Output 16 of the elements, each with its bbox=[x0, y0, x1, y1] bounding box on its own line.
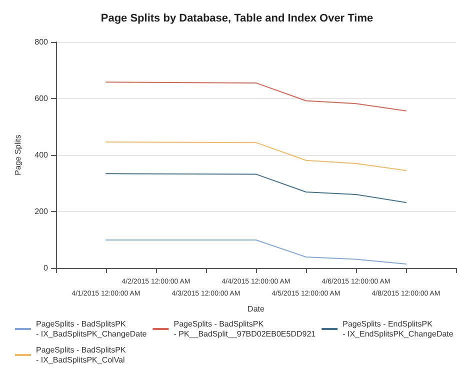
legend-label: PageSplits - BadSplitsPK - IX_BadSplitsPK_ColVal bbox=[36, 346, 126, 364]
y-tick-label: 600 bbox=[34, 94, 49, 103]
x-axis-title: Date bbox=[248, 304, 265, 314]
line-series bbox=[106, 82, 406, 112]
y-tick-label: 800 bbox=[34, 38, 49, 46]
y-axis-title: Page Splits bbox=[14, 134, 22, 176]
line-series bbox=[106, 173, 406, 203]
y-tick-label: 0 bbox=[44, 264, 49, 272]
line-series bbox=[106, 142, 406, 172]
legend-label: PageSplits - BadSplitsPK - PK__BadSplit__97BD02EB0E5DD921 bbox=[174, 320, 316, 338]
legend-label: PageSplits - BadSplitsPK - IX_BadSplitsPK_ChangeDate bbox=[36, 320, 148, 338]
chart-title: Page Splits by Database, Table and Index Over Time bbox=[100, 12, 374, 24]
legend-label: PageSplits - EndSplitsPK - IX_EndSplitsPK_ChangeDate bbox=[342, 320, 454, 338]
line-series bbox=[106, 240, 406, 265]
y-tick-label: 400 bbox=[34, 150, 49, 160]
y-tick-label: 200 bbox=[34, 207, 49, 216]
